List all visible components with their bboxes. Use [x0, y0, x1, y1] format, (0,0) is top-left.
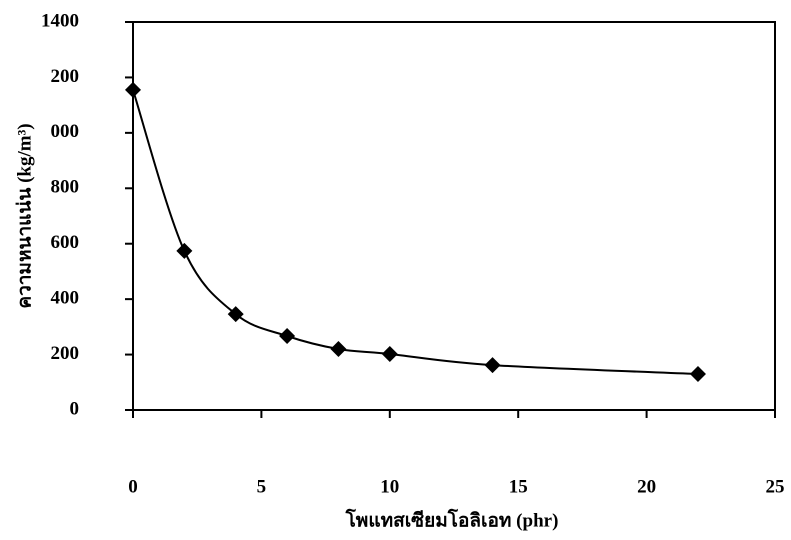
data-point	[176, 242, 193, 259]
data-point	[279, 328, 296, 345]
plot-frame	[132, 21, 776, 411]
data-point	[381, 346, 398, 363]
x-axis-title: โพแทสเซียมโอลิเอท (phr)	[345, 508, 559, 531]
y-tick-label: 200	[51, 66, 80, 87]
y-tick-label: 0	[70, 398, 80, 419]
x-tick-label: 10	[380, 476, 399, 497]
x-tick-label: 0	[128, 476, 138, 497]
x-tick-label: 5	[257, 476, 267, 497]
y-axis-title: ความหนาแน่น (kg/m³)	[14, 123, 35, 308]
data-point	[484, 357, 501, 374]
x-tick-label: 25	[766, 476, 785, 497]
data-point	[125, 81, 141, 98]
trend-line	[132, 89, 699, 375]
y-tick-label: 000	[51, 121, 80, 142]
data-point	[227, 306, 244, 323]
y-tick-label: 1400	[41, 10, 79, 31]
y-tick-label: 400	[51, 288, 80, 309]
data-point	[689, 365, 706, 382]
y-tick-label: 200	[51, 343, 80, 364]
y-tick-label: 600	[51, 232, 80, 253]
x-tick-label: 15	[509, 476, 528, 497]
data-point	[330, 341, 347, 358]
x-tick-label: 20	[637, 476, 656, 497]
y-tick-label: 800	[51, 177, 80, 198]
